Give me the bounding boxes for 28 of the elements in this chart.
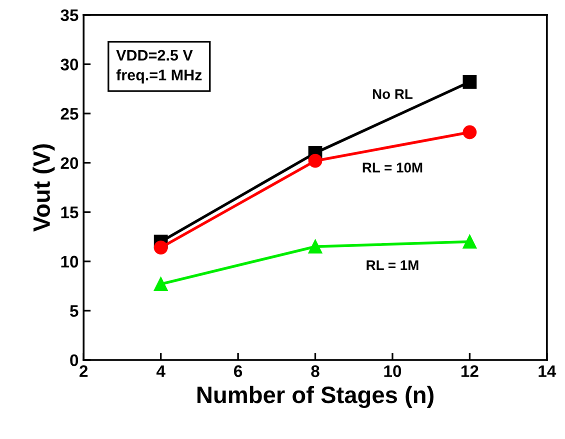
point <box>308 154 322 168</box>
x-axis-title: Number of Stages (n) <box>197 386 434 408</box>
y-tick-label: 20 <box>60 157 78 170</box>
x-tick-label: 8 <box>311 365 320 378</box>
y-axis-title: Vout (V) <box>32 144 55 232</box>
annotation: VDD=2.5 V freq.=1 MHz <box>116 50 202 84</box>
y-tick-label: 0 <box>70 354 78 366</box>
series-label: RL = 10M <box>362 162 422 172</box>
point <box>308 240 322 254</box>
x-tick-label: 14 <box>538 365 556 377</box>
point <box>462 234 477 249</box>
x-tick-label: 2 <box>80 365 88 377</box>
x-tick-label: 4 <box>156 365 166 377</box>
series-label: No RL <box>372 89 413 99</box>
series-label: RL = 1M <box>366 260 418 270</box>
y-tick-label: 15 <box>61 206 78 218</box>
y-tick-label: 25 <box>60 108 78 120</box>
point <box>462 125 477 140</box>
point <box>462 75 477 89</box>
x-tick-label: 12 <box>461 365 478 377</box>
x-tick-label: 10 <box>384 365 402 378</box>
point <box>154 240 168 255</box>
y-tick-label: 10 <box>61 256 78 268</box>
point <box>154 277 168 292</box>
y-tick-label: 35 <box>60 9 78 22</box>
x-tick-label: 6 <box>234 365 242 378</box>
y-tick-label: 30 <box>60 58 78 70</box>
y-tick-label: 5 <box>70 305 78 317</box>
